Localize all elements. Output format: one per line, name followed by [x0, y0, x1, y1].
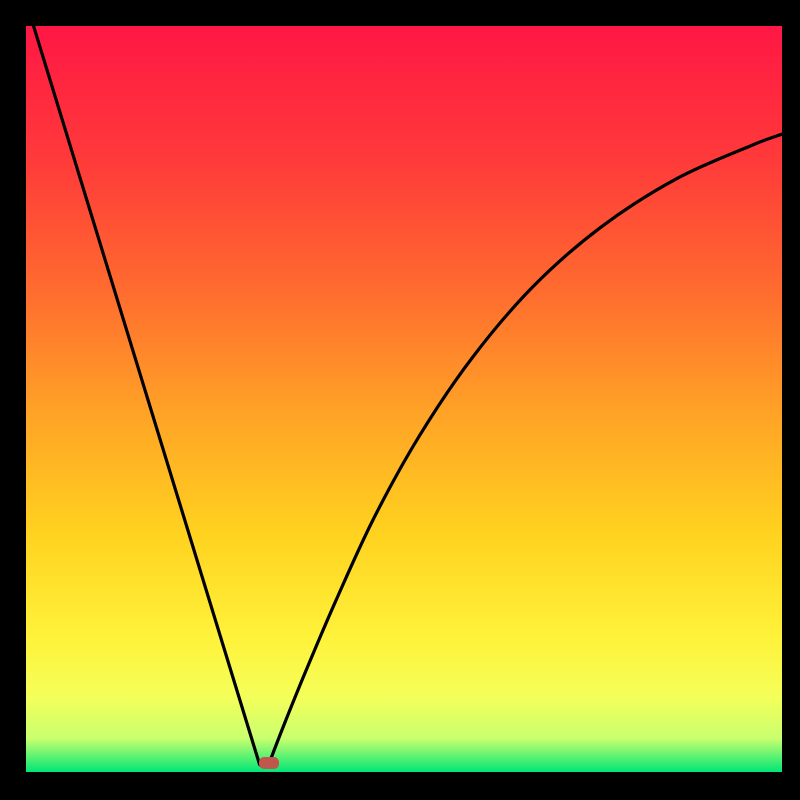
vertex-marker [259, 757, 279, 769]
border-top [0, 0, 800, 26]
border-left [0, 0, 26, 800]
border-bottom [0, 772, 800, 800]
bottleneck-chart [26, 26, 782, 772]
border-right [782, 0, 800, 800]
chart-background [26, 26, 782, 772]
chart-frame: TheBottleneck.com [0, 0, 800, 800]
